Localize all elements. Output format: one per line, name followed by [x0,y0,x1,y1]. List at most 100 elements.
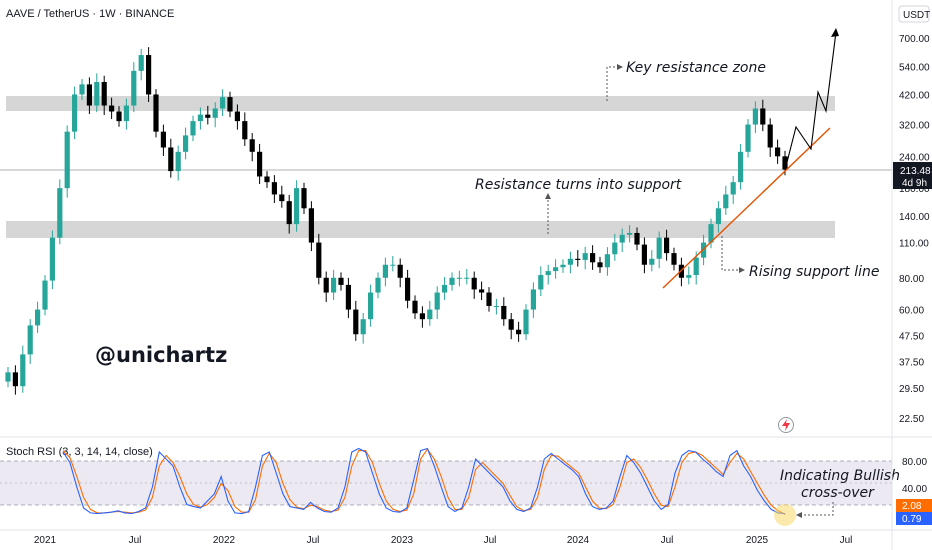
candle-up [382,264,388,278]
candle-down [271,182,277,195]
price-tick-label: 47.50 [899,331,924,342]
candle-down [479,289,485,293]
rising-annotation: Rising support line [749,264,879,280]
candle-down [471,277,477,290]
candle-down [597,262,603,268]
candle-up [442,284,448,293]
indicator-axis: 80.00 40.00 2.08 0.79 [896,457,932,525]
candle-up [530,289,536,310]
candle-up [567,258,573,265]
candle-up [331,277,337,293]
candle-up [79,84,85,95]
candle-up [730,182,736,195]
price-axis: USDT 700.00 540.00 420.00 320.00 240.00 180.0… [893,5,932,425]
candle-down [234,111,240,122]
bullish-annotation-line2: cross-over [801,485,875,501]
candle-down [590,253,596,263]
candle-up [220,97,226,109]
candle-up [175,151,181,172]
candle-up [131,70,137,106]
candle-down [249,139,255,152]
candle-up [582,253,588,260]
price-tick-label: 240.00 [899,152,930,163]
bullish-callout-arrowhead [796,512,802,518]
rising-support-trendline [662,127,831,289]
candle-up [693,257,699,276]
price-tick-label: 540.00 [899,63,930,74]
k-value-badge [896,499,932,512]
price-tick-label: 140.00 [899,212,930,223]
price-tick-label: 180.00 [899,184,930,195]
candle-up [493,305,499,307]
candle-up [64,131,70,189]
projection-arrowhead [831,28,839,37]
candle-down [508,319,514,330]
candle-up [604,254,610,268]
candle-down [323,277,329,293]
candle-down [116,111,122,122]
candle-up [745,124,751,152]
candle-down [353,309,359,335]
lightning-icon[interactable] [778,417,794,433]
candle-up [27,325,33,355]
price-tick-label: 60.00 [899,306,924,317]
candle-down [501,305,507,320]
candle-up [553,267,559,272]
d-value-label: 0.79 [902,514,922,525]
candle-up [49,237,55,281]
candle-down [257,151,263,177]
candle-up [427,309,433,320]
time-tick-label: Jul [840,535,853,546]
time-tick-labels: 2021 Jul 2022 Jul 2023 Jul 2024 Jul 2025 Jul [34,535,853,546]
time-tick-label: Jul [129,535,142,546]
candle-up [708,224,714,243]
candle-up [190,121,196,136]
candle-down [338,277,344,285]
time-tick-label: 2024 [567,535,590,546]
candle-up [715,208,721,225]
candle-down [775,147,781,157]
price-tick-labels: 700.00 540.00 420.00 320.00 240.00 180.00 140.… [899,34,930,425]
candle-up [649,258,655,265]
candle-up [123,105,129,122]
candle-up [57,188,63,238]
price-tick-label: 420.00 [899,90,930,101]
candle-down [286,201,292,225]
price-tick-label: 37.50 [899,358,924,369]
candle-up [35,309,41,326]
last-price-badge [893,162,932,189]
time-tick-label: 2022 [213,535,236,546]
price-tick-label: 22.50 [899,414,924,425]
candle-down [486,292,492,306]
candle-down [168,147,174,172]
stoch-d-line [62,448,786,515]
candle-down [419,313,425,320]
candle-up [538,275,544,290]
candle-down [634,232,640,245]
author-watermark: @unichartz [95,343,227,367]
candle-up [375,277,381,293]
candle-down [101,82,107,106]
candle-up [738,151,744,183]
projection-path [784,31,837,171]
price-tick-label: 29.50 [899,384,924,395]
candle-up [449,277,455,285]
time-tick-label: 2023 [391,535,414,546]
candle-down [671,253,677,265]
candle-up [197,114,203,122]
bullish-annotation-line1: Indicating Bullish [780,468,900,484]
candle-up [72,94,78,132]
chart-title: AAVE / TetherUS · 1W · BINANCE [6,8,174,20]
candle-up [456,277,462,279]
candle-down [264,176,270,183]
candle-down [516,329,522,335]
candle-down [782,156,788,170]
candle-up [560,264,566,268]
candle-up [368,292,374,320]
price-tick-label: 700.00 [899,34,930,45]
candle-down [345,284,351,310]
candle-up [627,232,633,235]
time-tick-label: Jul [484,535,497,546]
currency-badge [898,5,930,23]
